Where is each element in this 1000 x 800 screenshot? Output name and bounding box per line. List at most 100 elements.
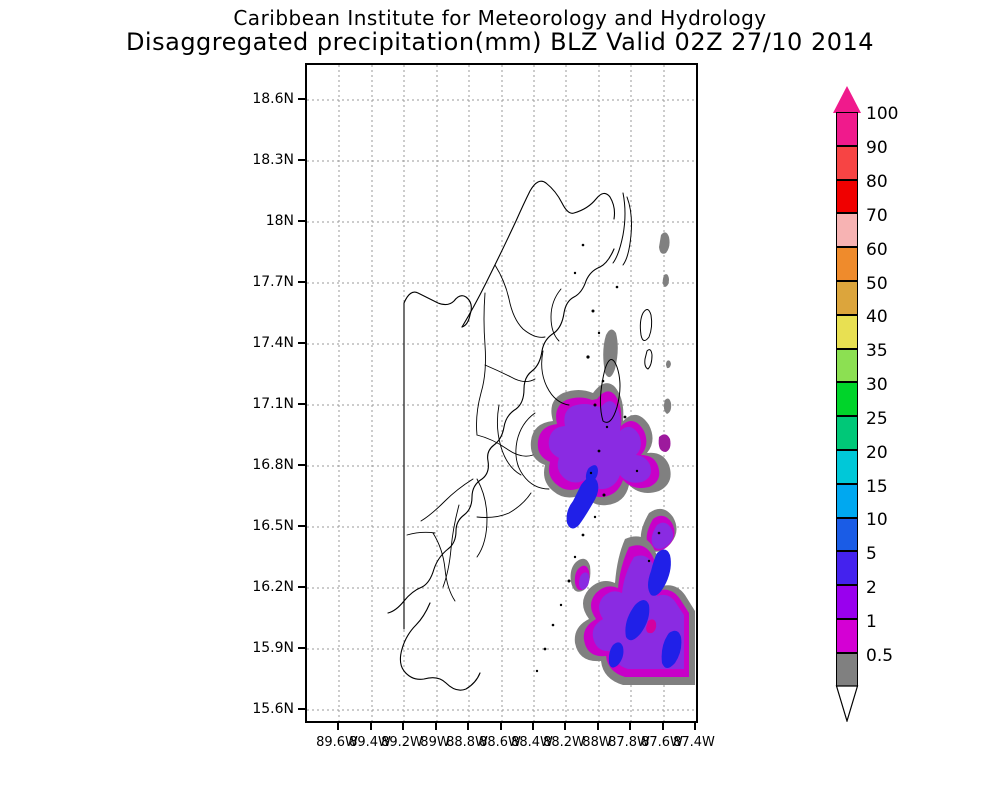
southern-cluster-5c [661, 630, 682, 668]
lat-label-16-2N: 16.2N [252, 579, 294, 595]
southern-cluster-pink-fleck [646, 619, 657, 634]
lat-tick [298, 281, 305, 283]
lat-tick [298, 586, 305, 588]
lon-tick [629, 723, 631, 730]
northwest-border [403, 291, 472, 328]
lat-tick [298, 647, 305, 649]
map-plot-area [305, 63, 698, 723]
lon-tick [662, 723, 664, 730]
colorbar-below-min-arrow [835, 685, 859, 722]
lat-tick [298, 220, 305, 222]
colorbar-label-70: 70 [866, 206, 888, 226]
lat-label-17-7N: 17.7N [252, 274, 294, 290]
colorbar-label-15: 15 [866, 477, 888, 497]
lon-tick [337, 723, 339, 730]
colorbar-segment-0-5 [836, 652, 858, 687]
colorbar-label-30: 30 [866, 375, 888, 395]
lon-label-89-6W: 89.6W [316, 735, 358, 750]
lon-label-89W: 89W [420, 735, 450, 750]
southern-cluster-5d [608, 642, 624, 668]
lon-tick [597, 723, 599, 730]
colorbar-segment-25 [836, 416, 858, 450]
lat-tick [298, 342, 305, 344]
belize-east-coast [387, 248, 615, 614]
colorbar-segment-30 [836, 382, 858, 417]
colorbar-segment-5 [836, 551, 858, 586]
colorbar-label-90: 90 [866, 138, 888, 158]
lat-label-18N: 18N [265, 213, 294, 229]
institute-title: Caribbean Institute for Meteorology and … [233, 6, 767, 30]
lat-tick [298, 525, 305, 527]
lon-label-88-4W: 88.4W [511, 735, 553, 750]
colorbar-segment-60 [836, 247, 858, 281]
colorbar-segment-15 [836, 483, 858, 518]
colorbar-label-2: 2 [866, 578, 877, 598]
colorbar-label-40: 40 [866, 307, 888, 327]
eastern-arm-2 [651, 522, 674, 549]
lon-tick [402, 723, 404, 730]
central-cluster-2 [548, 401, 651, 490]
small-cayes [535, 243, 661, 673]
lon-label-89-4W: 89.4W [349, 735, 391, 750]
southern-cluster-5a [648, 549, 671, 596]
lon-tick [370, 723, 372, 730]
lat-label-18-6N: 18.6N [252, 91, 294, 107]
lon-tick [500, 723, 502, 730]
lat-label-15-6N: 15.6N [252, 701, 294, 717]
lat-label-17-1N: 17.1N [252, 396, 294, 412]
colorbar-label-50: 50 [866, 274, 888, 294]
colorbar-label-10: 10 [866, 510, 888, 530]
lon-tick [532, 723, 534, 730]
district-boundaries [406, 264, 570, 602]
belize-map-outline [387, 180, 661, 691]
lat-tick [298, 403, 305, 405]
belize-mainland [461, 180, 616, 328]
colorbar-label-0-5: 0.5 [866, 646, 894, 666]
lon-tick [435, 723, 437, 730]
colorbar-above-max-arrow [833, 86, 861, 113]
colorbar-label-35: 35 [866, 341, 888, 361]
lon-tick [467, 723, 469, 730]
lat-tick [298, 464, 305, 466]
lon-label-88-6W: 88.6W [479, 735, 521, 750]
isolated-cell-2 [579, 572, 590, 590]
colorbar-label-20: 20 [866, 443, 888, 463]
lon-label-88-8W: 88.8W [446, 735, 488, 750]
colorbar-segment-50 [836, 281, 858, 315]
colorbar-label-60: 60 [866, 240, 888, 260]
colorbar-segment-100 [836, 112, 858, 146]
lon-label-89-2W: 89.2W [381, 735, 423, 750]
page-title: Disaggregated precipitation(mm) BLZ Vali… [125, 28, 875, 56]
lat-tick [298, 159, 305, 161]
central-cluster-5 [566, 476, 599, 529]
colorbar-segment-70 [836, 213, 858, 248]
colorbar-segment-2 [836, 585, 858, 619]
lon-label-88W: 88W [582, 735, 612, 750]
lat-label-16-5N: 16.5N [252, 518, 294, 534]
colorbar-segment-90 [836, 145, 858, 180]
colorbar-label-5: 5 [866, 544, 877, 564]
colorbar-label-80: 80 [866, 172, 888, 192]
colorbar-segment-10 [836, 517, 858, 552]
lon-label-87-8W: 87.8W [608, 735, 650, 750]
colorbar-segment-40 [836, 314, 858, 349]
lat-label-18-3N: 18.3N [252, 152, 294, 168]
belize-south-coast [399, 602, 481, 691]
precipitation-field [530, 232, 695, 685]
lon-label-88-2W: 88.2W [543, 735, 585, 750]
colorbar-segment-80 [836, 179, 858, 214]
colorbar-segment-20 [836, 450, 858, 484]
lon-label-87-4W: 87.4W [673, 735, 715, 750]
lat-label-17-4N: 17.4N [252, 335, 294, 351]
lat-tick [298, 708, 305, 710]
colorbar-segment-35 [836, 348, 858, 383]
barrier-reef-cayes [599, 192, 653, 423]
colorbar-label-100: 100 [866, 104, 899, 124]
lat-label-16-8N: 16.8N [252, 457, 294, 473]
southern-cluster-5b [625, 600, 650, 641]
colorbar-segment-1 [836, 619, 858, 653]
colorbar-label-1: 1 [866, 612, 877, 632]
lon-tick [694, 723, 696, 730]
lon-label-87-6W: 87.6W [641, 735, 683, 750]
